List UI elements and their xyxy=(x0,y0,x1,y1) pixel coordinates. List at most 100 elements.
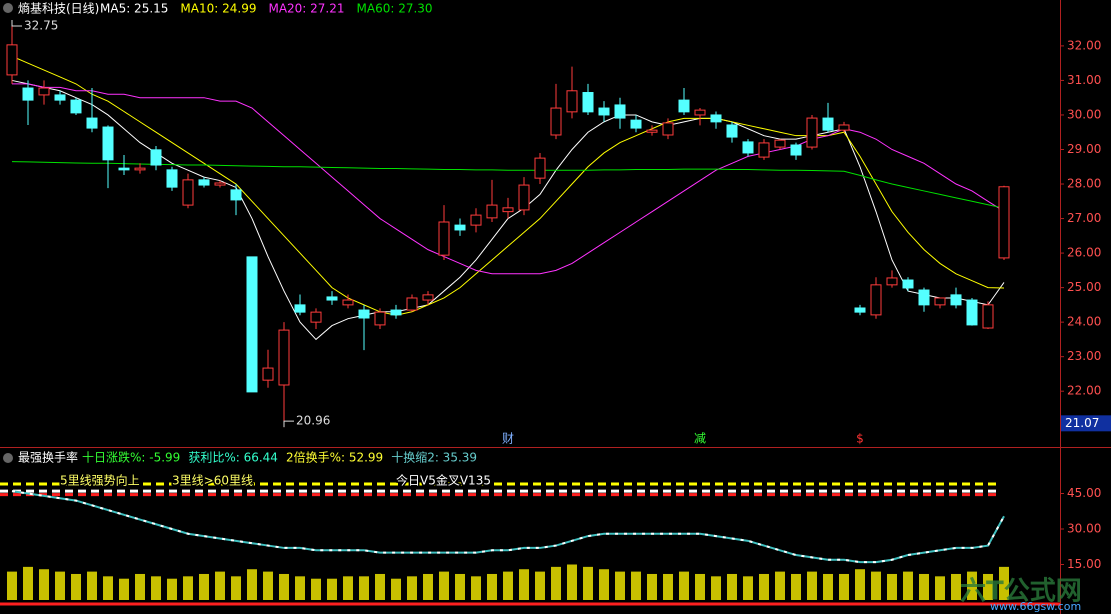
bar xyxy=(823,573,833,600)
bar xyxy=(199,573,209,600)
y-tick-label: 28.00 xyxy=(1067,177,1101,191)
candle-body xyxy=(934,297,946,306)
candle-body xyxy=(438,221,450,256)
stat-label: 十换缩2: 35.39 xyxy=(391,450,477,465)
bar xyxy=(247,569,257,600)
candle-body xyxy=(854,307,866,313)
candle-body xyxy=(790,144,802,156)
bar xyxy=(263,571,273,600)
y-tick-label: 31.00 xyxy=(1067,73,1101,87)
y-tick-label: 22.00 xyxy=(1067,384,1101,398)
note-pointer xyxy=(11,20,22,27)
bar xyxy=(391,578,401,600)
y-tick-label: 30.00 xyxy=(1067,107,1101,121)
candle-body xyxy=(742,141,754,154)
candle-body xyxy=(998,186,1010,259)
bar xyxy=(359,576,369,600)
candle-body xyxy=(566,90,578,113)
y-tick-label: 15.00 xyxy=(1067,557,1101,571)
candle-body xyxy=(918,289,930,306)
candle-body xyxy=(86,117,98,129)
ma-line xyxy=(12,83,1005,275)
signal-note: 5里线强势向上 xyxy=(60,473,140,488)
candle-body xyxy=(758,142,770,158)
bar xyxy=(663,573,673,600)
bar xyxy=(167,578,177,600)
bar xyxy=(535,571,545,600)
indicator-line-dash xyxy=(11,490,1005,564)
bar xyxy=(631,571,641,600)
bar xyxy=(407,576,417,600)
candle-body xyxy=(694,109,706,116)
bar xyxy=(375,573,385,600)
menu-icon[interactable] xyxy=(3,453,13,463)
candle-body xyxy=(502,207,514,213)
bar xyxy=(519,569,529,600)
bar xyxy=(679,571,689,600)
event-marker: 财 xyxy=(502,432,514,446)
bar xyxy=(71,573,81,600)
bar xyxy=(423,573,433,600)
bar xyxy=(839,573,849,600)
legend-label: MA60: 27.30 xyxy=(357,2,433,16)
bar xyxy=(503,571,513,600)
bar xyxy=(455,573,465,600)
candle-body xyxy=(118,167,130,171)
candle-body xyxy=(486,204,498,219)
candle-body xyxy=(358,309,370,319)
legend-label: MA10: 24.99 xyxy=(180,2,256,16)
candle-body xyxy=(198,179,210,186)
candle-body xyxy=(838,124,850,131)
legend-label: MA20: 27.21 xyxy=(268,2,344,16)
y-tick-label: 29.00 xyxy=(1067,142,1101,156)
y-tick-label: 23.00 xyxy=(1067,349,1101,363)
candle-body xyxy=(582,92,594,113)
candle-body xyxy=(22,87,34,101)
stat-label: 十日涨跌%: -5.99 xyxy=(82,450,180,465)
bar xyxy=(791,573,801,600)
bar xyxy=(935,576,945,600)
bar xyxy=(887,573,897,600)
candle-body xyxy=(550,107,562,136)
bar xyxy=(279,573,289,600)
ma-line xyxy=(11,161,1005,209)
candle-body xyxy=(902,279,914,289)
bar xyxy=(487,573,497,600)
bar xyxy=(871,571,881,600)
menu-icon[interactable] xyxy=(3,3,13,13)
candle-body xyxy=(182,179,194,206)
candle-body xyxy=(6,44,18,76)
candle-body xyxy=(886,277,898,286)
candle-body xyxy=(982,304,994,329)
bar xyxy=(231,576,241,600)
bar xyxy=(583,566,593,600)
bar xyxy=(695,573,705,600)
candle-body xyxy=(678,99,690,113)
y-tick-label: 27.00 xyxy=(1067,211,1101,225)
candle-body xyxy=(726,124,738,138)
candle-body xyxy=(598,107,610,116)
candle-body xyxy=(342,299,354,306)
signal-note: 今日V5金叉V135 xyxy=(396,473,491,488)
candle-body xyxy=(262,367,274,381)
candle-body xyxy=(70,99,82,114)
candle-body xyxy=(214,182,226,186)
bar xyxy=(951,573,961,600)
bar xyxy=(599,569,609,600)
candle-body xyxy=(102,126,114,161)
candle-body xyxy=(950,294,962,306)
candle-body xyxy=(166,169,178,188)
candle-body xyxy=(534,157,546,179)
candle-body xyxy=(134,167,146,171)
bar xyxy=(119,578,129,600)
price-note: 32.75 xyxy=(24,19,58,33)
legend-label: MA5: 25.15 xyxy=(100,2,168,16)
y-tick-label: 30.00 xyxy=(1067,522,1101,536)
bar xyxy=(103,576,113,600)
y-tick-label: 32.00 xyxy=(1067,38,1101,52)
candle-body xyxy=(38,87,50,96)
bar xyxy=(551,566,561,600)
candle-body xyxy=(294,304,306,313)
bar xyxy=(903,571,913,600)
